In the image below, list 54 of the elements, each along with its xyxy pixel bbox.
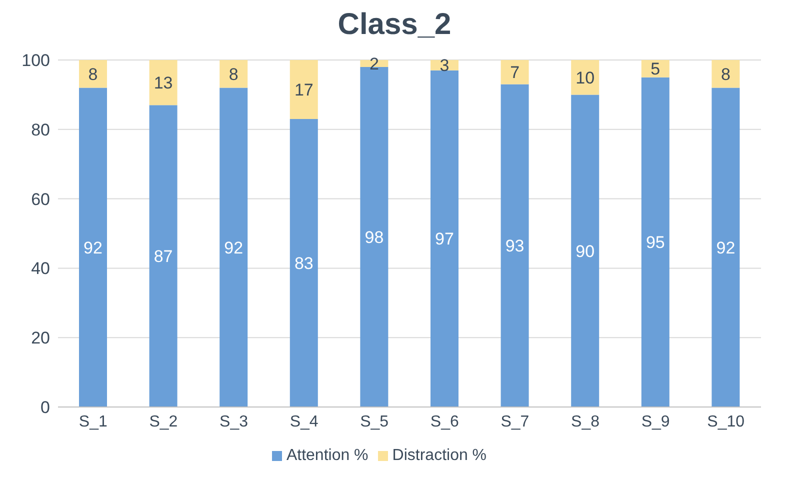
bar [149, 60, 178, 106]
data-label: 3 [440, 56, 450, 76]
data-label: 95 [646, 233, 665, 252]
y-tick-label: 20 [31, 328, 50, 348]
bar [712, 88, 740, 407]
bar [149, 105, 178, 407]
data-label: 92 [84, 238, 102, 258]
data-label: 17 [294, 80, 314, 100]
bar [220, 60, 248, 88]
x-tick-label: S_3 [220, 413, 248, 430]
x-tick-label: S_8 [571, 413, 600, 430]
bar [500, 60, 529, 84]
data-label: 8 [88, 64, 98, 84]
bar [500, 84, 529, 407]
x-tick-label: S_2 [149, 413, 178, 430]
x-tick-label: S_9 [641, 413, 670, 430]
data-label: 10 [576, 68, 595, 88]
data-label: 98 [364, 228, 384, 248]
x-tick-label: S_4 [290, 413, 318, 430]
bar [290, 60, 318, 119]
legend-label: Attention % [286, 447, 368, 464]
x-tick-label: S_6 [430, 413, 459, 430]
data-label: 5 [650, 60, 660, 79]
data-label: 93 [505, 236, 524, 256]
x-tick-label: S_10 [707, 413, 745, 430]
data-label: 97 [435, 230, 454, 249]
data-label: 92 [716, 238, 736, 258]
bar [290, 118, 318, 407]
y-tick-label: 40 [31, 259, 50, 278]
y-tick-label: 60 [31, 190, 50, 209]
y-tick-label: 0 [40, 398, 50, 418]
bar [220, 88, 248, 407]
bar [430, 70, 458, 407]
data-label: 8 [228, 64, 238, 84]
bar [712, 60, 740, 88]
data-label: 8 [720, 64, 730, 84]
data-label: 92 [224, 238, 244, 258]
bar [571, 94, 600, 407]
data-label: 7 [510, 63, 520, 82]
x-tick-label: S_1 [78, 413, 108, 430]
y-tick-label: 80 [31, 120, 50, 140]
y-tick-label: 100 [22, 51, 50, 70]
data-label: 13 [154, 74, 173, 93]
bar [79, 88, 107, 407]
x-tick-label: S_7 [500, 413, 530, 430]
data-label: 87 [154, 247, 173, 266]
bar [79, 60, 107, 88]
data-label: 83 [294, 254, 314, 274]
bar [571, 60, 600, 95]
bar [641, 77, 670, 407]
legend-label: Distraction % [392, 447, 487, 464]
chart-title: Class_2 [336, 8, 452, 42]
x-tick-label: S_5 [360, 413, 389, 430]
data-label: 90 [576, 242, 595, 261]
